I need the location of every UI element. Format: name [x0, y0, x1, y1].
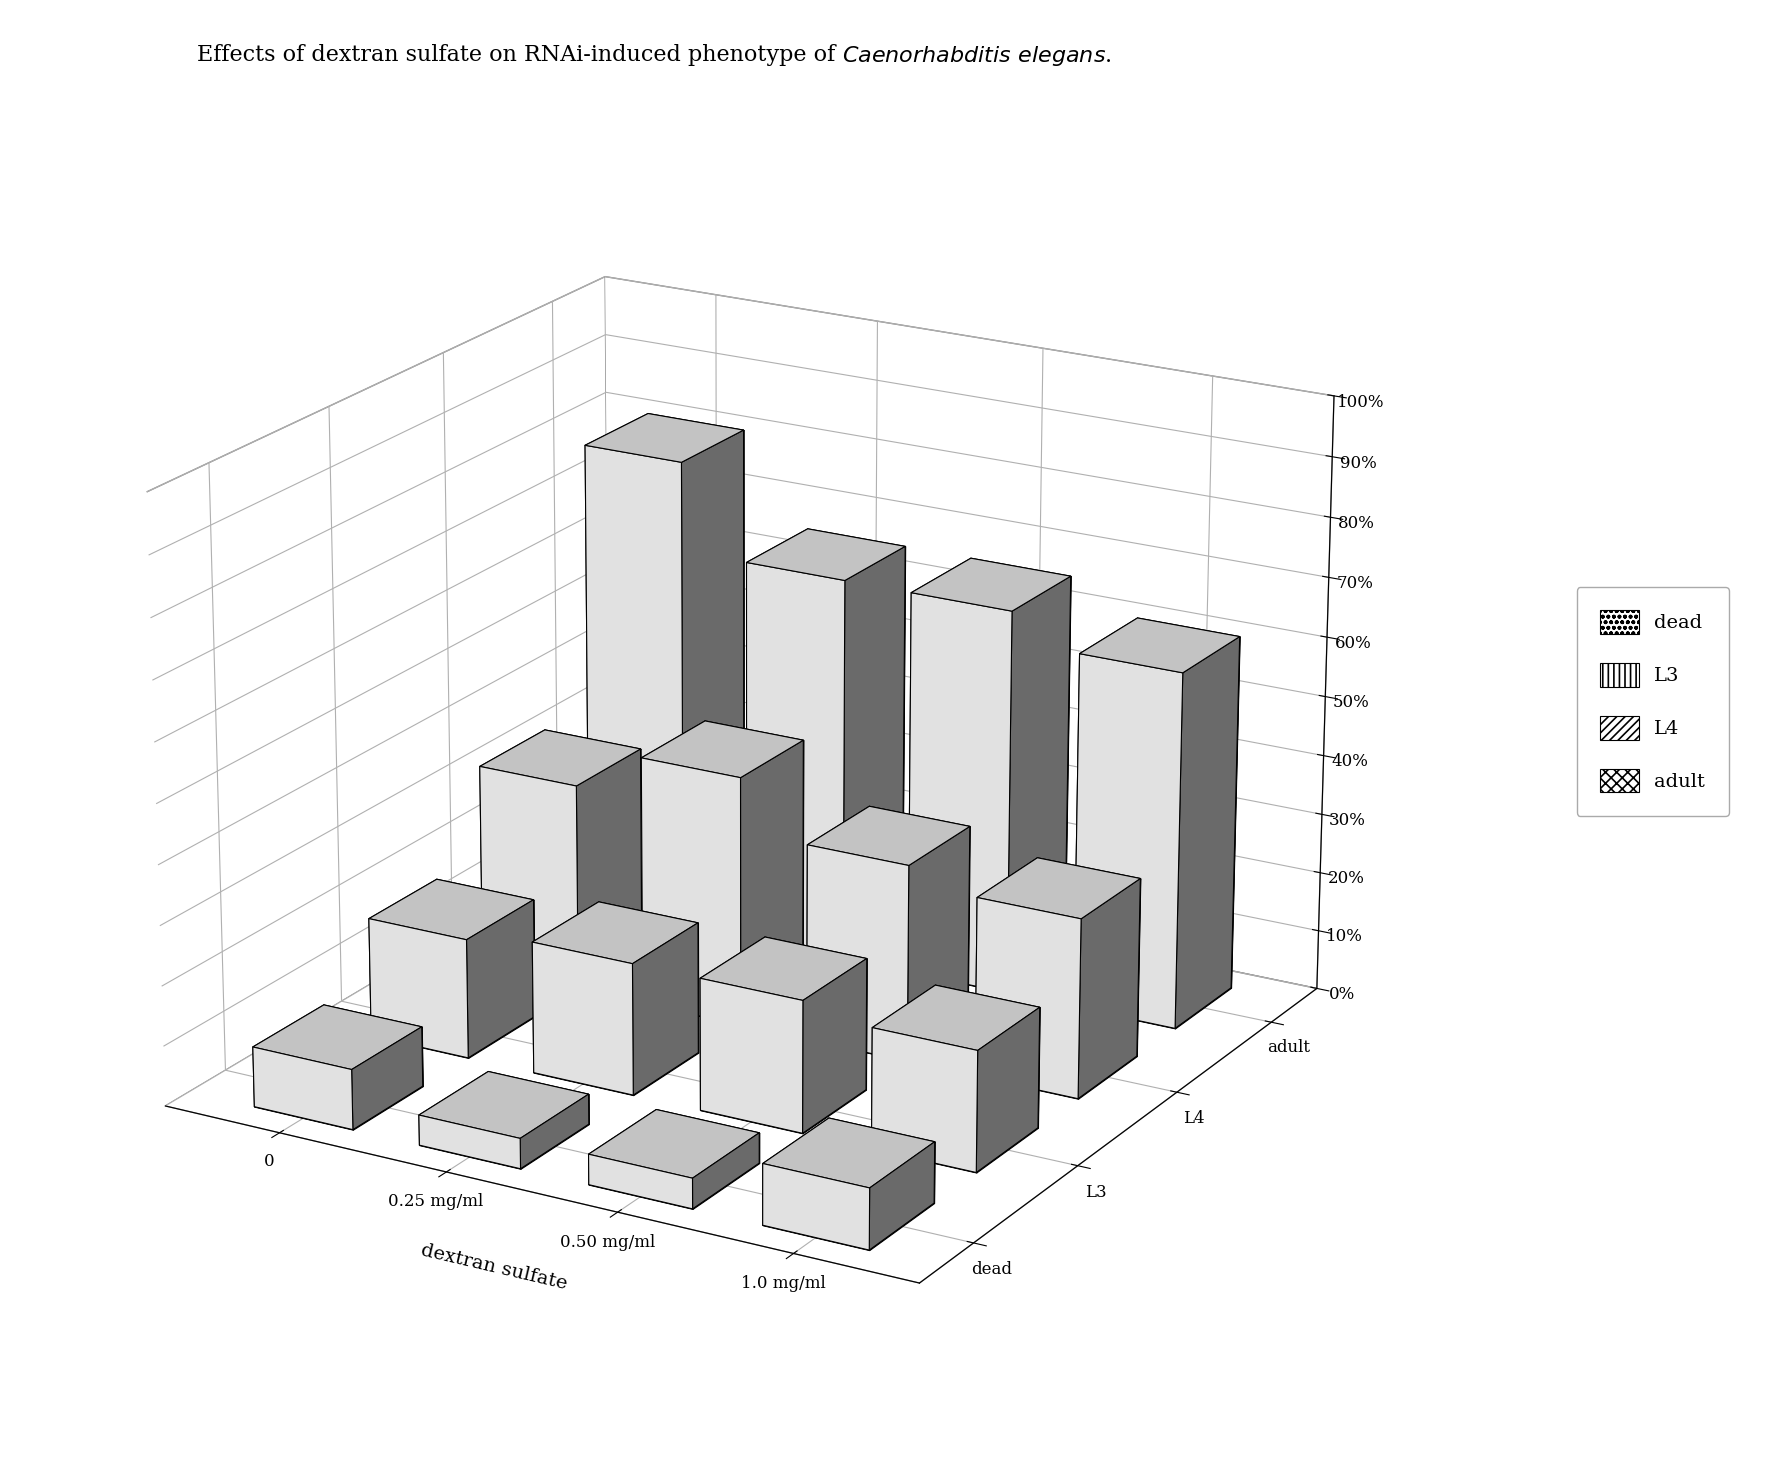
Text: $\mathit{Caenorhabditis\ elegans}$.: $\mathit{Caenorhabditis\ elegans}$. [842, 44, 1111, 67]
X-axis label: dextran sulfate: dextran sulfate [419, 1242, 568, 1293]
Legend: dead, L3, L4, adult: dead, L3, L4, adult [1577, 587, 1729, 815]
Text: Effects of dextran sulfate on RNAi-induced phenotype of: Effects of dextran sulfate on RNAi-induc… [197, 44, 842, 66]
